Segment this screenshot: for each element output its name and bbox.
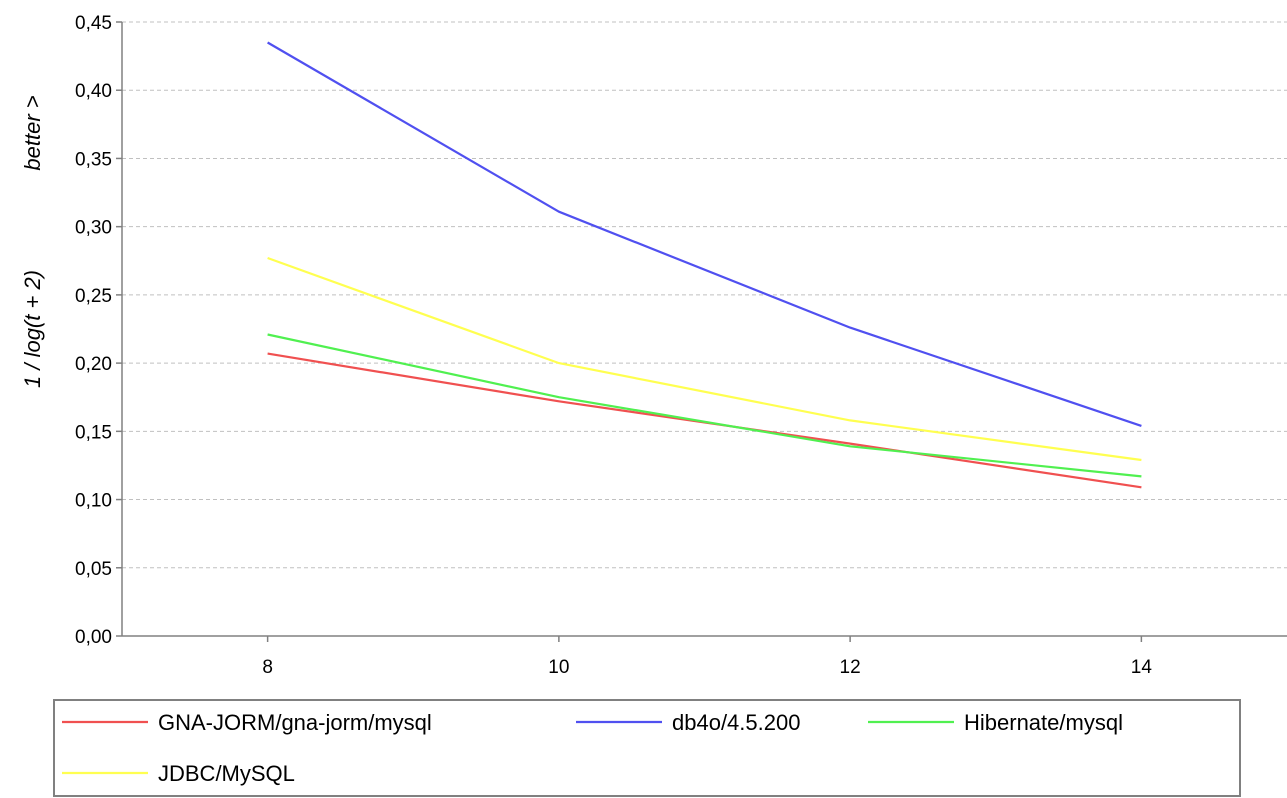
y-tick-label: 0,45 bbox=[75, 13, 112, 34]
legend-box bbox=[53, 699, 1241, 797]
y-axis-title-line-2: better > bbox=[20, 95, 45, 170]
x-tick-label: 10 bbox=[548, 657, 569, 678]
y-tick-label: 0,20 bbox=[75, 354, 112, 375]
y-axis-title-line-1: 1 / log(t + 2) bbox=[20, 270, 45, 388]
series-line bbox=[267, 41, 1142, 427]
y-tick-label: 0,10 bbox=[75, 491, 112, 512]
legend-label: JDBC/MySQL bbox=[158, 761, 295, 786]
legend-label: GNA-JORM/gna-jorm/mysql bbox=[158, 710, 432, 735]
legend-label: Hibernate/mysql bbox=[964, 710, 1123, 735]
x-tick-label: 14 bbox=[1131, 657, 1153, 678]
legend: GNA-JORM/gna-jorm/mysql db4o/4.5.200 Hiber… bbox=[62, 710, 1123, 786]
x-axis-ticks: 8 10 12 14 bbox=[262, 636, 1152, 678]
y-tick-label: 0,05 bbox=[75, 559, 112, 580]
series-line bbox=[267, 333, 1142, 478]
series-lines bbox=[267, 41, 1142, 489]
y-tick-label: 0,25 bbox=[75, 286, 112, 307]
grid-lines bbox=[122, 21, 1287, 569]
y-tick-label: 0,00 bbox=[75, 627, 112, 648]
series-line bbox=[267, 352, 1142, 489]
x-tick-label: 8 bbox=[262, 657, 273, 678]
y-axis-subtitle: better > bbox=[20, 95, 45, 170]
y-tick-label: 0,15 bbox=[75, 422, 112, 443]
y-axis-title: 1 / log(t + 2) bbox=[20, 270, 45, 388]
legend-label: db4o/4.5.200 bbox=[672, 710, 800, 735]
x-tick-label: 12 bbox=[840, 657, 861, 678]
series-line bbox=[267, 256, 1142, 462]
y-tick-label: 0,30 bbox=[75, 218, 112, 239]
y-axis-ticks: 0,00 0,05 0,10 0,15 0,20 0,25 0,30 0,35 0,40 0,45 bbox=[75, 13, 122, 648]
y-tick-label: 0,40 bbox=[75, 81, 112, 102]
y-tick-label: 0,35 bbox=[75, 149, 112, 170]
